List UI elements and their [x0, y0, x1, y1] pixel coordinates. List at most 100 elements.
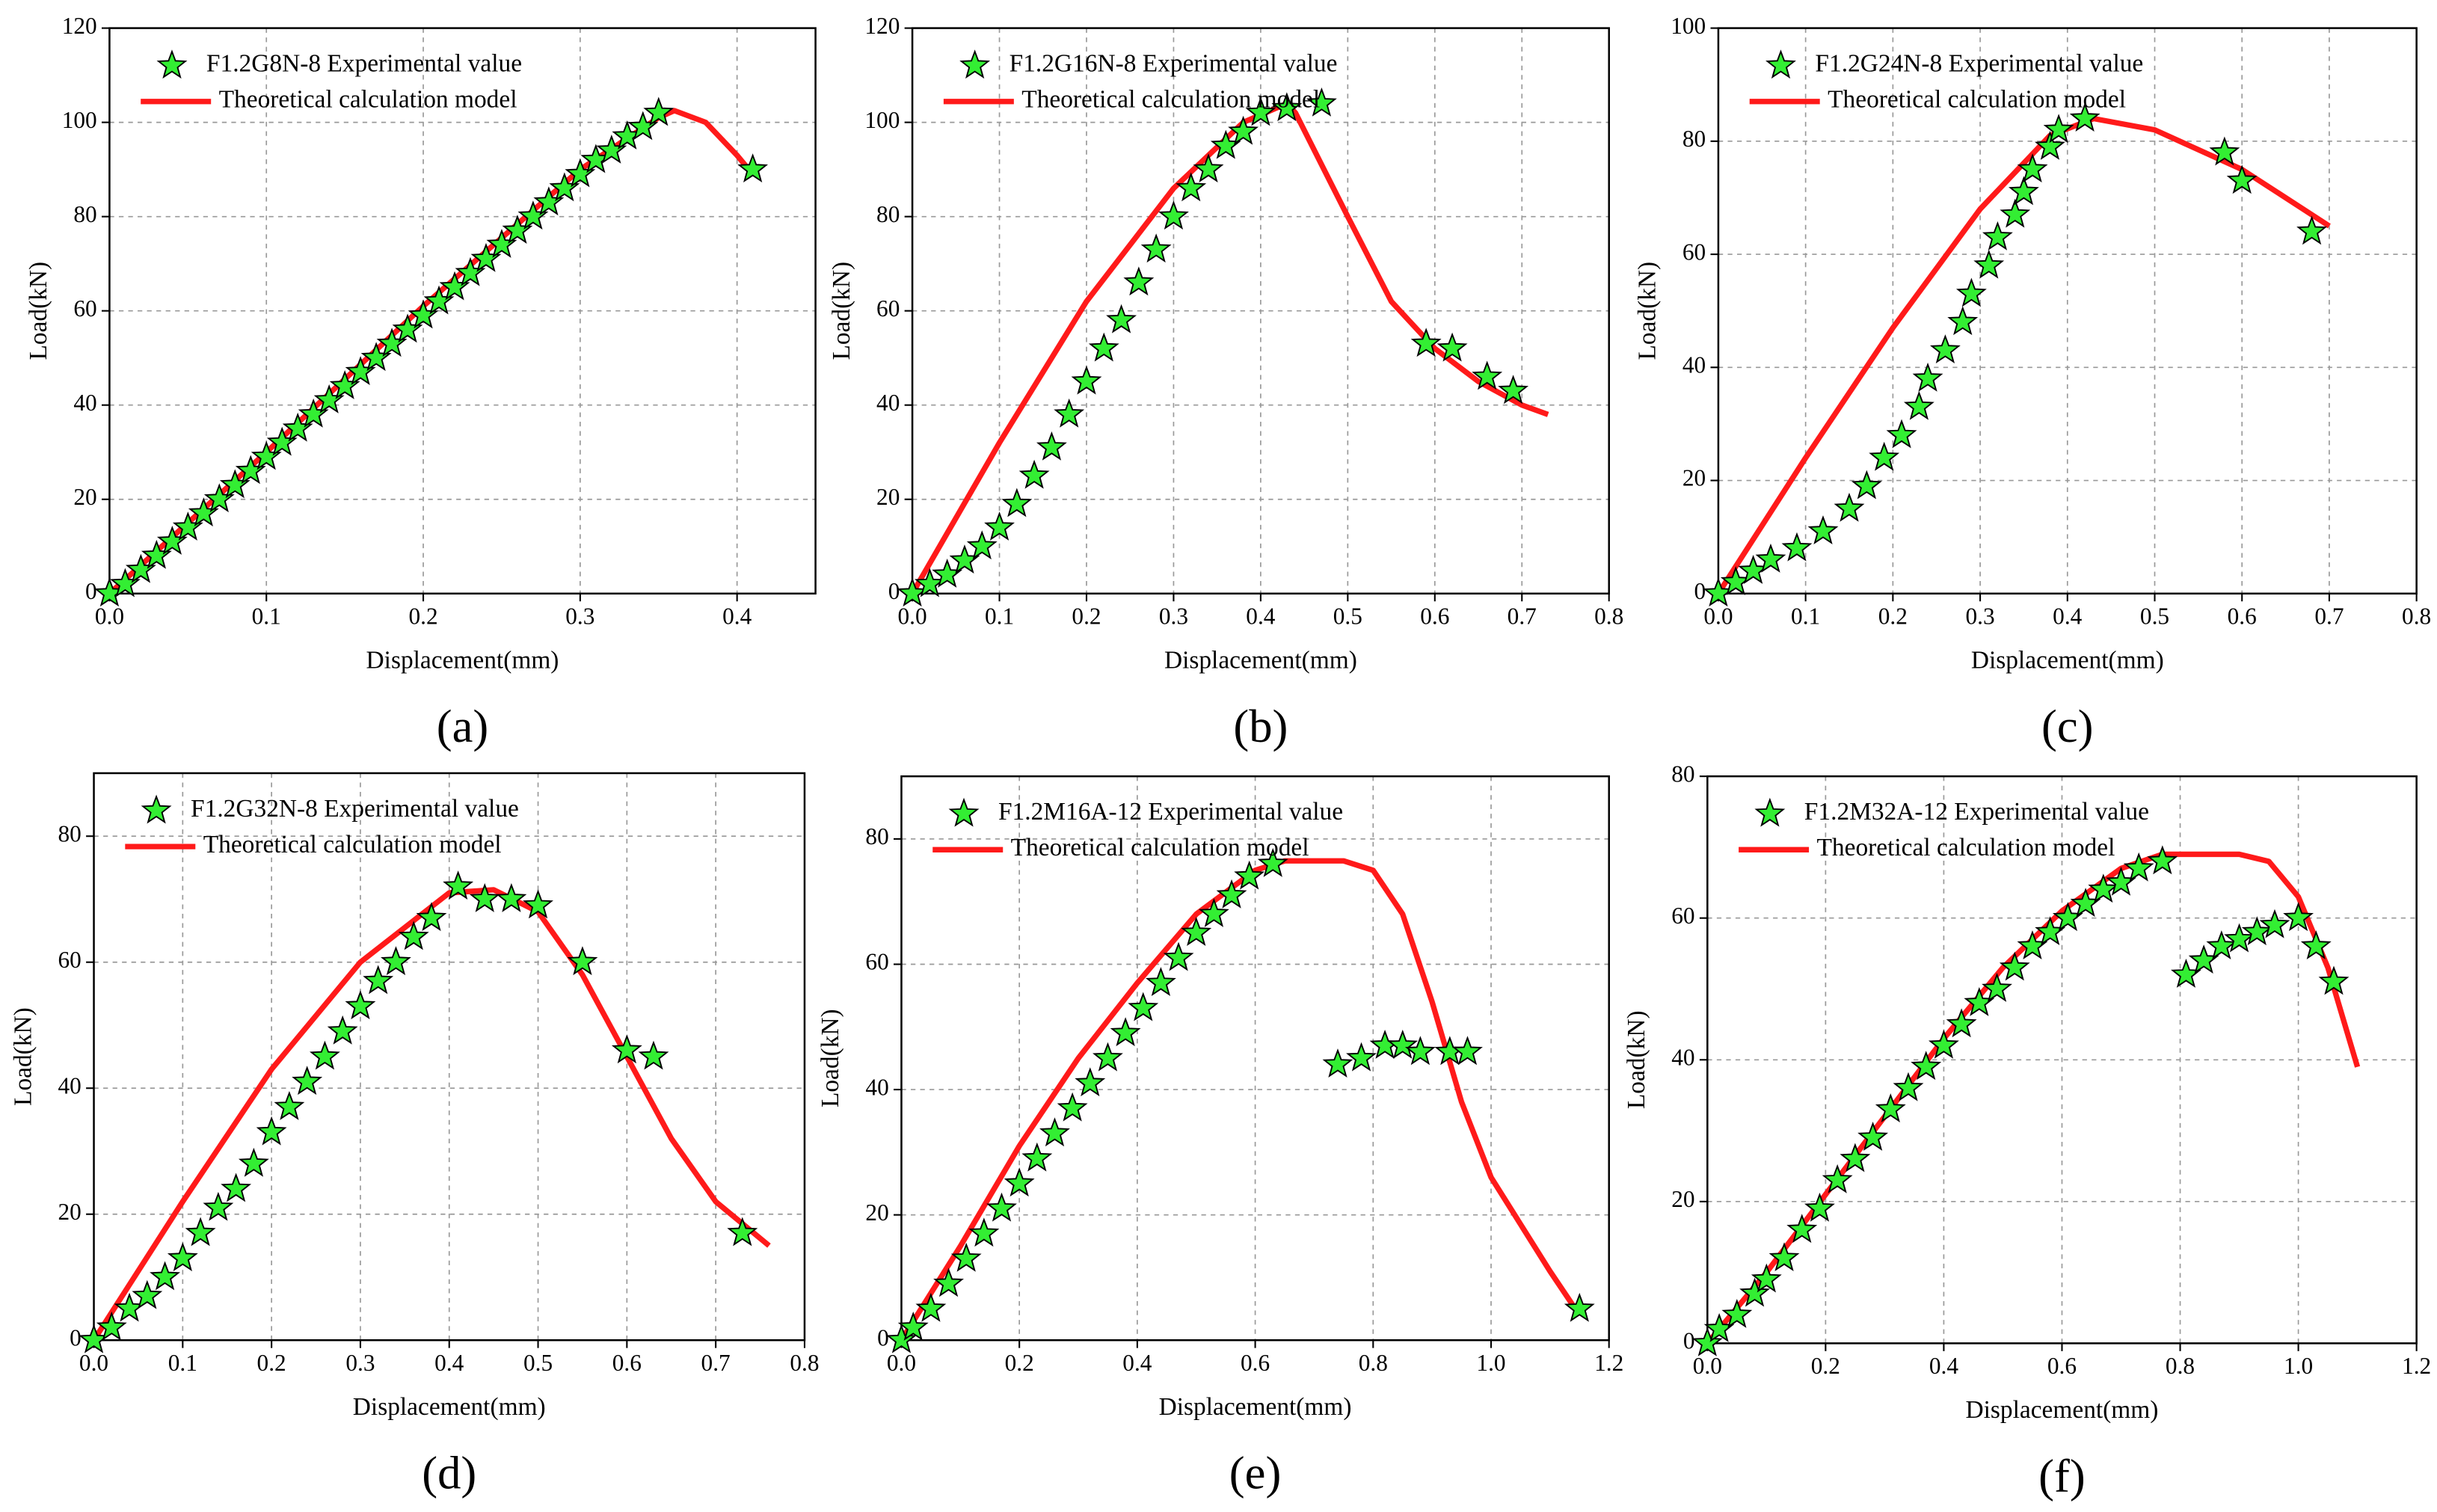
- y-tick-label: 80: [876, 201, 900, 227]
- y-tick-label: 40: [876, 390, 900, 416]
- y-tick-label: 0: [85, 578, 97, 604]
- y-axis-label: Load(kN): [1623, 1010, 1650, 1109]
- star-marker: [2241, 916, 2272, 946]
- star-marker: [1929, 334, 1961, 363]
- star-marker: [1021, 1142, 1053, 1172]
- legend-label: F1.2G32N-8 Experimental value: [191, 795, 519, 823]
- star-marker: [914, 568, 945, 597]
- y-tick-label: 0: [888, 578, 900, 604]
- panel-label: (f): [2038, 1450, 2086, 1502]
- star-marker: [2123, 852, 2154, 882]
- star-marker: [611, 1034, 642, 1064]
- x-tick-label: 0.6: [1241, 1350, 1270, 1376]
- star-marker: [1216, 879, 1247, 909]
- x-tick-label: 0.7: [1508, 603, 1537, 629]
- star-marker: [1436, 332, 1468, 362]
- star-marker: [1886, 419, 1917, 449]
- star-marker: [1140, 233, 1172, 263]
- x-tick-label: 1.0: [2284, 1353, 2313, 1379]
- star-marker: [363, 965, 394, 995]
- star-marker: [1176, 172, 1207, 202]
- star-marker: [1257, 847, 1288, 877]
- x-tick-label: 0.0: [887, 1350, 916, 1376]
- star-marker: [221, 1173, 252, 1202]
- star-marker: [496, 882, 527, 912]
- star-marker: [1840, 1143, 1871, 1173]
- star-marker: [727, 1217, 758, 1247]
- y-tick-label: 60: [876, 295, 900, 322]
- y-tick-label: 60: [865, 949, 888, 975]
- x-tick-label: 0.6: [2047, 1353, 2077, 1379]
- star-marker: [2008, 176, 2039, 206]
- y-tick-label: 20: [876, 484, 900, 510]
- star-marker: [1410, 328, 1442, 357]
- panel-label: (d): [422, 1446, 476, 1499]
- star-marker: [2147, 845, 2178, 875]
- legend-label: Theoretical calculation model: [203, 831, 502, 858]
- star-marker: [1973, 249, 2005, 279]
- y-tick-label: 120: [864, 13, 900, 39]
- star-marker: [1911, 1051, 1942, 1081]
- x-tick-label: 0.3: [1159, 603, 1188, 629]
- star-marker: [238, 1147, 269, 1177]
- star-marker: [1999, 951, 2030, 981]
- star-marker: [203, 1191, 234, 1221]
- star-marker: [1807, 515, 1839, 544]
- legend-label: Theoretical calculation model: [1828, 85, 2126, 113]
- panel-label: (e): [1229, 1446, 1282, 1499]
- star-marker: [1322, 1048, 1353, 1078]
- star-marker: [968, 1217, 1000, 1247]
- star-marker: [1903, 390, 1934, 420]
- y-tick-label: 100: [62, 107, 97, 133]
- star-marker: [310, 1040, 340, 1070]
- star-marker: [1163, 941, 1194, 971]
- star-marker: [1982, 221, 2013, 251]
- x-tick-label: 0.4: [1929, 1353, 1958, 1379]
- x-tick-label: 1.2: [1594, 1350, 1623, 1376]
- legend-star: [156, 49, 188, 79]
- plot-frame: [900, 775, 1610, 1342]
- x-axis-label: Displacement(mm): [1971, 646, 2164, 674]
- star-marker: [96, 1311, 127, 1341]
- y-tick-label: 80: [865, 823, 888, 849]
- x-tick-label: 0.0: [898, 603, 927, 629]
- star-marker: [2069, 102, 2101, 132]
- star-marker: [933, 1267, 964, 1297]
- x-tick-label: 0.0: [1703, 603, 1733, 629]
- x-tick-label: 0.8: [2402, 603, 2431, 629]
- star-marker: [1110, 1017, 1141, 1047]
- x-tick-label: 0.5: [2140, 603, 2169, 629]
- star-marker: [638, 1040, 669, 1070]
- star-marker: [416, 902, 447, 932]
- star-marker: [1106, 304, 1137, 334]
- y-tick-label: 20: [73, 484, 96, 510]
- star-marker: [2259, 909, 2290, 938]
- x-tick-label: 0.3: [345, 1350, 375, 1376]
- star-marker: [1092, 1042, 1123, 1072]
- theory-line: [899, 858, 1582, 1342]
- y-tick-label: 0: [1694, 578, 1706, 604]
- star-marker: [1404, 1036, 1436, 1066]
- y-tick-label: 100: [864, 107, 900, 133]
- star-marker: [1071, 365, 1102, 395]
- y-tick-label: 0: [70, 1324, 82, 1350]
- y-tick-label: 60: [73, 295, 96, 322]
- star-marker: [1875, 1093, 1906, 1123]
- star-marker: [1452, 1036, 1483, 1066]
- legend-label: F1.2G24N-8 Experimental value: [1815, 49, 2143, 77]
- x-axis-label: Displacement(mm): [353, 1393, 546, 1421]
- star-marker: [1018, 459, 1050, 489]
- y-tick-label: 20: [1682, 465, 1706, 491]
- x-tick-label: 0.4: [722, 603, 752, 629]
- y-tick-label: 20: [865, 1199, 888, 1226]
- star-marker: [2000, 198, 2031, 228]
- star-marker: [398, 921, 429, 950]
- x-tick-label: 0.1: [985, 603, 1014, 629]
- star-marker: [1271, 92, 1303, 122]
- star-marker: [345, 990, 376, 1020]
- star-marker: [2043, 114, 2074, 144]
- star-marker: [1198, 897, 1229, 927]
- star-marker: [986, 1192, 1017, 1222]
- star-marker: [1245, 96, 1276, 126]
